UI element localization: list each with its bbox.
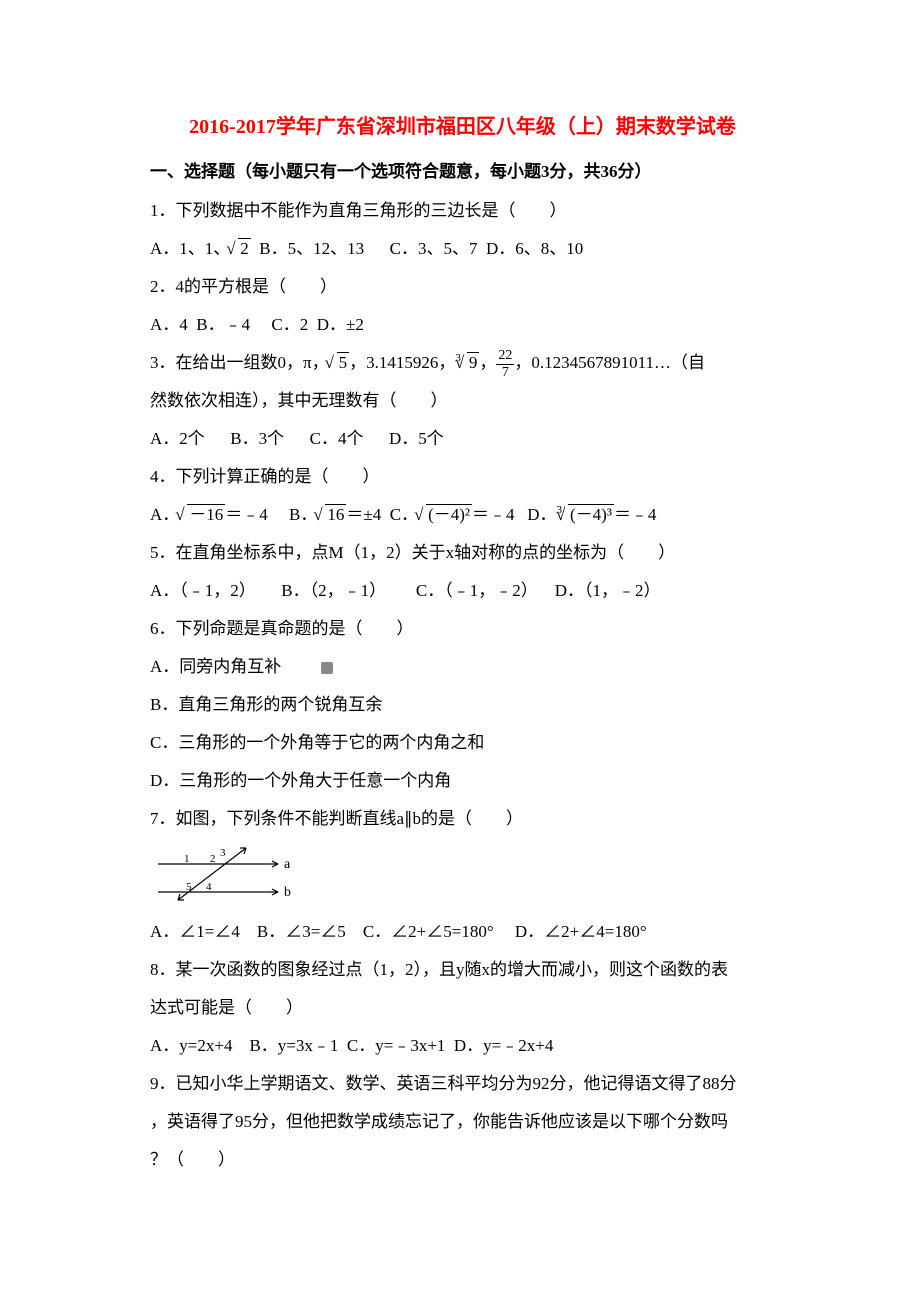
sqrt-neg4sq: (－4)² xyxy=(426,504,472,524)
q6-opt-c: C．三角形的一个外角等于它的两个内角之和 xyxy=(150,726,775,760)
q3-line1c: ， xyxy=(479,353,496,372)
q8-opt-c: C．y=﹣3x+1 xyxy=(347,1036,446,1055)
q4-opt-b-post: ＝±4 xyxy=(346,505,381,524)
q4-opt-d-post: ＝﹣4 xyxy=(614,505,657,524)
question-9-line3: ？（ ） xyxy=(150,1143,775,1177)
q8-opt-d: D．y=﹣2x+4 xyxy=(454,1036,553,1055)
q8-opt-b: B．y=3x﹣1 xyxy=(249,1036,338,1055)
q1-opt-d: D．6、8、10 xyxy=(486,239,583,258)
question-4-options: A．－16＝﹣4 B．16＝±4 C．(－4)²＝﹣4 D．3(－4)³＝﹣4 xyxy=(150,498,775,532)
sqrt-2: 2 xyxy=(238,238,251,258)
question-9-line2: ，英语得了95分，但他把数学成绩忘记了，你能告诉他应该是以下哪个分数吗 xyxy=(150,1105,775,1139)
q7-opt-c: C．∠2+∠5=180° xyxy=(363,922,494,941)
svg-text:1: 1 xyxy=(184,853,190,865)
q3-line1d: ，0.1234567891011…（自 xyxy=(514,353,705,372)
q6-opt-a: A．同旁内角互补 xyxy=(150,650,775,684)
parallel-lines-diagram: 12345ab xyxy=(150,842,775,907)
question-6: 6．下列命题是真命题的是（ ） xyxy=(150,612,775,646)
q3-opt-b: B．3个 xyxy=(230,429,284,448)
q7-opt-a: A．∠1=∠4 xyxy=(150,922,240,941)
sqrt-5: 5 xyxy=(337,352,350,372)
q2-opt-a: A．4 xyxy=(150,315,188,334)
question-3: 3．在给出一组数0，π，5，3.1415926，39，227，0.1234567… xyxy=(150,346,775,380)
q6-opt-b: B．直角三角形的两个锐角互余 xyxy=(150,688,775,722)
q5-opt-b: B．（2，﹣1） xyxy=(281,581,386,600)
question-2-options: A．4 B．﹣4 C．2 D．±2 xyxy=(150,308,775,342)
q3-opt-a: A．2个 xyxy=(150,429,205,448)
question-5: 5．在直角坐标系中，点M（1，2）关于x轴对称的点的坐标为（ ） xyxy=(150,536,775,570)
frac-22-7: 227 xyxy=(496,348,514,380)
question-1: 1．下列数据中不能作为直角三角形的三边长是（ ） xyxy=(150,194,775,228)
question-5-options: A．（﹣1，2） B．（2，﹣1） C．（﹣1，﹣2） D．（1，﹣2） xyxy=(150,574,775,608)
q3-line1a: 3．在给出一组数0，π， xyxy=(150,353,329,372)
q1-opt-a: A．1、1、 xyxy=(150,239,230,258)
q3-line1b: ，3.1415926， xyxy=(349,353,455,372)
exam-title: 2016-2017学年广东省深圳市福田区八年级（上）期末数学试卷 xyxy=(150,110,775,139)
svg-text:4: 4 xyxy=(206,881,212,893)
question-8-options: A．y=2x+4 B．y=3x﹣1 C．y=﹣3x+1 D．y=﹣2x+4 xyxy=(150,1029,775,1063)
svg-text:a: a xyxy=(284,857,291,872)
q4-opt-a-post: ＝﹣4 xyxy=(225,505,268,524)
q3-opt-d: D．5个 xyxy=(389,429,444,448)
q1-opt-b: B．5、12、13 xyxy=(259,239,364,258)
q2-opt-b: B．﹣4 xyxy=(196,315,250,334)
question-3-line2: 然数依次相连），其中无理数有（ ） xyxy=(150,384,775,418)
q6-opt-d: D．三角形的一个外角大于任意一个内角 xyxy=(150,764,775,798)
question-7-options: A．∠1=∠4 B．∠3=∠5 C．∠2+∠5=180° D．∠2+∠4=180… xyxy=(150,915,775,949)
q5-opt-a: A．（﹣1，2） xyxy=(150,581,256,600)
q5-opt-d: D．（1，﹣2） xyxy=(555,581,661,600)
q4-opt-d-pre: D． xyxy=(527,505,556,524)
section-1-header: 一、选择题（每小题只有一个选项符合题意，每小题3分，共36分） xyxy=(150,157,775,182)
q2-opt-d: D．±2 xyxy=(317,315,364,334)
svg-text:5: 5 xyxy=(186,881,192,893)
q7-opt-b: B．∠3=∠5 xyxy=(257,922,346,941)
sqrt-16: 16 xyxy=(325,504,346,524)
q1-opt-c: C．3、5、7 xyxy=(390,239,478,258)
q4-opt-c-post: ＝﹣4 xyxy=(472,505,515,524)
question-4: 4．下列计算正确的是（ ） xyxy=(150,460,775,494)
question-1-options: A．1、1、 2 B．5、12、13 C．3、5、7 D．6、8、10 xyxy=(150,232,775,266)
cbrt-neg4cb: (－4)³ xyxy=(568,504,614,524)
q2-opt-c: C．2 xyxy=(271,315,308,334)
question-8-line2: 达式可能是（ ） xyxy=(150,991,775,1025)
sqrt-neg16: －16 xyxy=(187,504,225,524)
question-8-line1: 8．某一次函数的图象经过点（1，2），且y随x的增大而减小，则这个函数的表 xyxy=(150,953,775,987)
svg-text:b: b xyxy=(284,885,291,900)
question-2: 2．4的平方根是（ ） xyxy=(150,270,775,304)
cbrt-9: 9 xyxy=(467,352,480,372)
q8-opt-a: A．y=2x+4 xyxy=(150,1036,232,1055)
question-7: 7．如图，下列条件不能判断直线a∥b的是（ ） xyxy=(150,802,775,836)
svg-text:3: 3 xyxy=(220,847,226,859)
stop-icon xyxy=(321,662,333,674)
q7-opt-d: D．∠2+∠4=180° xyxy=(515,922,647,941)
q5-opt-c: C．（﹣1，﹣2） xyxy=(416,581,538,600)
question-9-line1: 9．已知小华上学期语文、数学、英语三科平均分为92分，他记得语文得了88分 xyxy=(150,1067,775,1101)
question-3-options: A．2个 B．3个 C．4个 D．5个 xyxy=(150,422,775,456)
svg-text:2: 2 xyxy=(210,853,216,865)
q3-opt-c: C．4个 xyxy=(310,429,364,448)
